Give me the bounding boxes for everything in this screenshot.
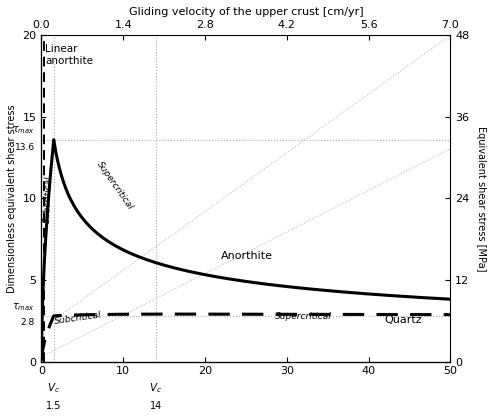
Text: Supercritical: Supercritical bbox=[275, 312, 331, 321]
Text: Quartz: Quartz bbox=[385, 315, 423, 325]
Text: 13.6: 13.6 bbox=[15, 143, 35, 152]
Text: $V_c$: $V_c$ bbox=[149, 381, 162, 395]
Text: 14: 14 bbox=[150, 401, 162, 411]
Text: Subcritical: Subcritical bbox=[54, 310, 103, 326]
X-axis label: Gliding velocity of the upper crust [cm/yr]: Gliding velocity of the upper crust [cm/… bbox=[129, 7, 363, 17]
Text: $\tau_{max}$: $\tau_{max}$ bbox=[12, 125, 35, 136]
Text: Subcritical: Subcritical bbox=[43, 175, 54, 223]
Text: $V_c$: $V_c$ bbox=[47, 381, 60, 395]
Text: Linear
anorthite: Linear anorthite bbox=[45, 43, 93, 66]
Y-axis label: Equivalent shear stress [MPa]: Equivalent shear stress [MPa] bbox=[476, 126, 486, 271]
Text: 2.8: 2.8 bbox=[21, 318, 35, 327]
Text: Supercritical: Supercritical bbox=[95, 160, 135, 211]
Text: $\tau_{max}$: $\tau_{max}$ bbox=[12, 301, 35, 314]
Text: Anorthite: Anorthite bbox=[221, 251, 273, 261]
Y-axis label: Dimensionless equivalent shear stress: Dimensionless equivalent shear stress bbox=[7, 104, 17, 293]
Text: 1.5: 1.5 bbox=[46, 401, 62, 411]
